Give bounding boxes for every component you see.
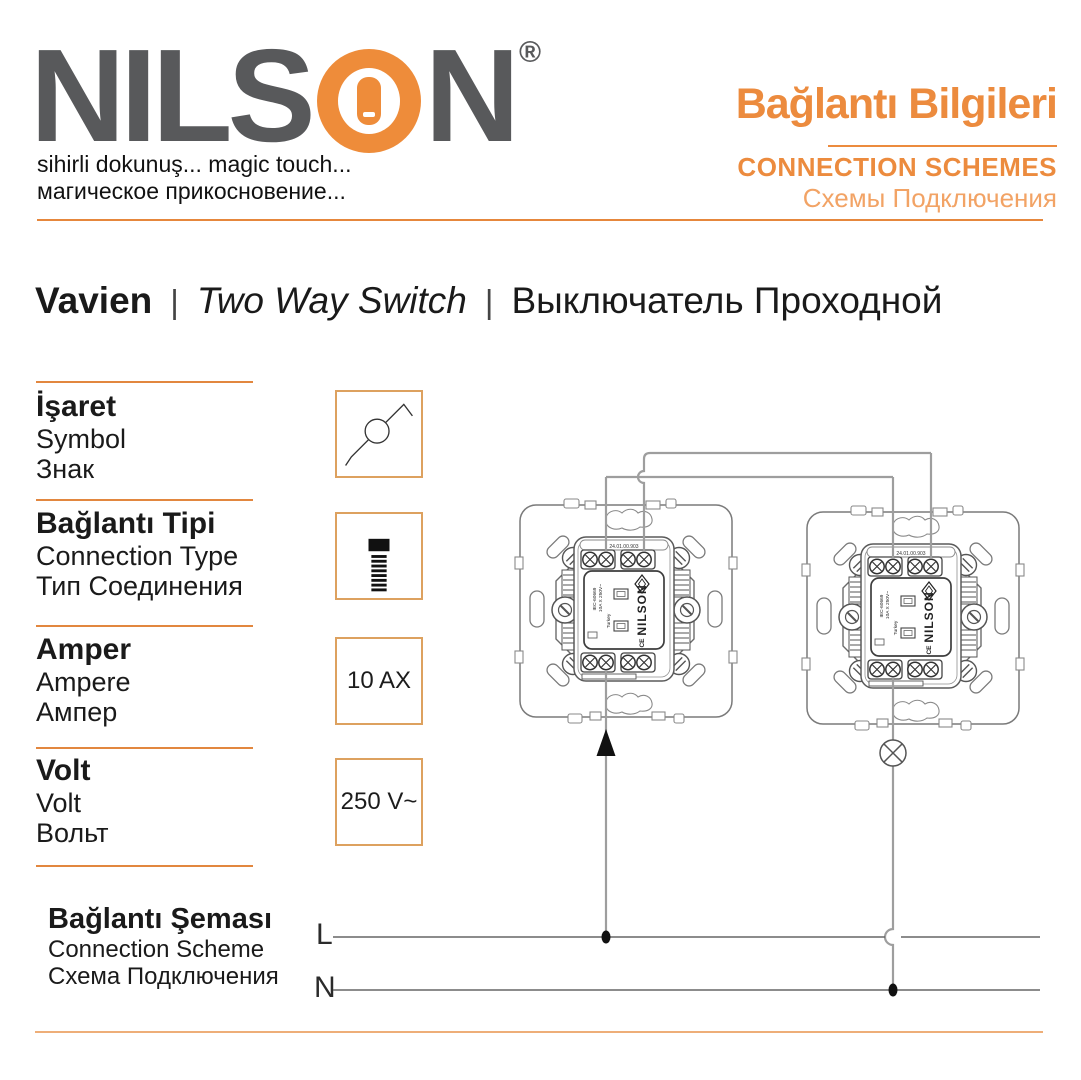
scheme-label-ru: Схема Подключения (48, 963, 279, 990)
title-separator: | (484, 283, 494, 320)
tagline-line2: магическое прикосновение... (37, 178, 346, 204)
volt-value: 250 V~ (340, 788, 418, 815)
rocker-switch-glyph (356, 77, 381, 125)
bottom-rule (35, 1031, 1043, 1033)
scheme-label-tr: Bağlantı Şeması (48, 903, 273, 935)
spec-label-ru: Тип Соединения (36, 571, 243, 601)
doc-title-ru: Схемы Подключения (802, 183, 1057, 213)
nilson-logo: NILS N ® (30, 30, 541, 162)
section-rule (36, 865, 253, 867)
section-rule (36, 625, 253, 627)
junction-dot-neutral (888, 983, 898, 997)
product-name-en: Two Way Switch (196, 280, 467, 321)
connection-type-value-box (335, 512, 423, 600)
title-separator: | (170, 283, 179, 320)
live-wire-label: L (316, 918, 333, 951)
switch-mechanism-left (514, 498, 738, 724)
scheme-label-en: Connection Scheme (48, 936, 265, 963)
lamp-icon (879, 739, 907, 767)
junction-dot-live (601, 930, 611, 944)
spec-label-ru: Знак (36, 454, 95, 484)
screw-terminal-icon (368, 538, 390, 592)
spec-label-tr: Bağlantı Tipi (36, 507, 216, 540)
product-name-tr: Vavien (35, 280, 153, 321)
section-rule (36, 499, 253, 501)
spec-label-tr: Volt (36, 754, 91, 787)
phase-arrow-icon (596, 729, 616, 756)
spec-row-symbol: İşaret Symbol Знак (36, 390, 316, 484)
logo-text-left: NILS (30, 22, 316, 169)
spec-label-en: Volt (36, 788, 82, 818)
header-underline (828, 145, 1057, 147)
spec-label-tr: Amper (36, 633, 132, 666)
connection-scheme-heading: Bağlantı Şeması Connection Scheme Схема … (48, 903, 279, 990)
section-rule (36, 381, 253, 383)
logo-text-right: N (424, 22, 520, 169)
supply-lines (333, 936, 1040, 991)
spec-label-en: Ampere (36, 667, 131, 697)
ampere-value-box: 10 AX (335, 637, 423, 725)
spec-row-connection-type: Bağlantı Tipi Connection Type Тип Соедин… (36, 507, 316, 601)
neutral-wire-label: N (314, 971, 336, 1004)
ampere-value: 10 AX (346, 667, 412, 694)
product-name-ru: Выключатель Проходной (511, 280, 943, 321)
spec-label-en: Connection Type (36, 541, 239, 571)
product-title: Vavien | Two Way Switch | Выключатель Пр… (35, 280, 942, 322)
section-rule (36, 747, 253, 749)
header-divider-rule (37, 219, 1043, 221)
traveller-wires (604, 451, 933, 990)
spec-label-en: Symbol (36, 424, 127, 454)
registered-trademark-mark: ® (519, 36, 542, 69)
logo-o-switch-icon (316, 49, 421, 153)
two-way-switch-symbol-icon (345, 403, 413, 466)
tagline-line1: sihirli dokunuş... magic touch... (37, 151, 352, 177)
spec-label-ru: Ампер (36, 697, 118, 727)
symbol-value-box (335, 390, 423, 478)
spec-label-tr: İşaret (36, 390, 117, 423)
doc-title-tr: Bağlantı Bilgileri (735, 80, 1058, 128)
spec-label-ru: Вольт (36, 818, 109, 848)
switch-mechanism-right (801, 505, 1025, 731)
volt-value-box: 250 V~ (335, 758, 423, 846)
doc-title-en: CONNECTION SCHEMES (737, 152, 1057, 182)
spec-row-volt: Volt Volt Вольт (36, 754, 316, 848)
spec-row-ampere: Amper Ampere Ампер (36, 633, 316, 727)
